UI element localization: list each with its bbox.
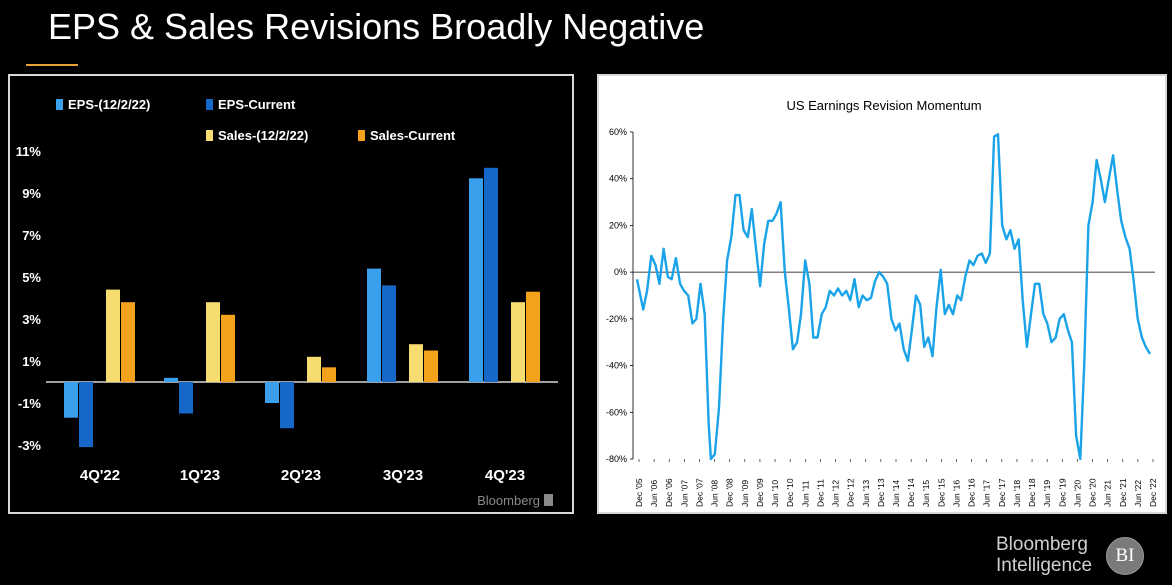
x-tick-label: Dec '05 [634,478,644,507]
x-tick-label: Jun '13 [861,480,871,507]
legend-swatch-3 [358,130,365,141]
bloomberg-watermark: Bloomberg [477,493,540,508]
x-tick-label: Dec '06 [664,478,674,507]
revision-momentum-line [635,133,1152,461]
bar-1-1 [179,382,193,414]
y-tick-label: 11% [16,144,42,159]
legend-swatch-2 [206,130,213,141]
x-tick-label: Jun '16 [951,480,961,507]
plot-background [599,76,1165,512]
y-tick-label: 7% [22,228,41,243]
bar-0-2 [106,289,120,382]
y-tick-label: 60% [609,127,627,137]
x-tick-label: Jun '09 [740,480,750,507]
brand-line2: Intelligence [996,555,1093,576]
y-tick-label: 0% [614,267,627,277]
bar-2-0 [265,382,279,403]
y-tick-label: 3% [22,312,41,327]
legend-swatch-1 [206,99,213,110]
bar-2-3 [322,367,336,382]
y-tick-label: -40% [606,361,627,371]
eps-sales-bar-chart-panel: EPS-(12/2/22) EPS-Current Sales-(12/2/22) S… [8,74,574,514]
legend-label-1: EPS-Current [218,97,296,112]
category-label: 3Q'23 [383,467,423,484]
x-tick-label: Jun '07 [679,480,689,507]
bar-1-2 [206,302,220,382]
x-tick-label: Jun '10 [770,480,780,507]
category-label: 4Q'23 [485,467,525,484]
x-tick-label: Jun '06 [649,480,659,507]
bar-0-3 [121,302,135,382]
x-tick-label: Jun '22 [1133,480,1143,507]
y-tick-label: -80% [606,454,627,464]
x-tick-label: Dec '15 [936,478,946,507]
x-tick-label: Jun '20 [1072,480,1082,507]
chart-title: US Earnings Revision Momentum [786,98,981,113]
x-tick-label: Dec '18 [1027,478,1037,507]
brand-line1: Bloomberg [996,534,1088,555]
bar-3-3 [424,350,438,382]
x-tick-label: Jun '19 [1042,480,1052,507]
y-tick-label: -60% [606,407,627,417]
title-accent-rule [26,64,78,66]
legend-swatch-0 [56,99,63,110]
legend-label-0: EPS-(12/2/22) [68,97,150,112]
x-tick-label: Dec '09 [755,478,765,507]
bar-3-2 [409,344,423,382]
x-tick-label: Jun '15 [921,480,931,507]
bar-0-0 [64,382,78,418]
eps-sales-bar-chart: EPS-(12/2/22) EPS-Current Sales-(12/2/22) S… [16,97,558,508]
x-tick-label: Jun '14 [891,480,901,507]
bar-4-2 [511,302,525,382]
bar-4-0 [469,178,483,382]
x-tick-label: Jun '12 [831,480,841,507]
y-tick-label: 40% [609,174,627,184]
bi-logo-icon: BI [1106,537,1144,575]
page-title: EPS & Sales Revisions Broadly Negative [48,6,705,47]
category-label: 2Q'23 [281,467,321,484]
y-tick-label: 9% [22,186,41,201]
legend-label-3: Sales-Current [370,128,456,143]
brand-wordmark: Bloomberg Intelligence [996,534,1092,576]
bar-0-1 [79,382,93,448]
bar-4-3 [526,291,540,382]
x-tick-label: Jun '11 [800,480,810,507]
x-tick-label: Dec '11 [815,479,825,507]
earnings-revision-line-chart: US Earnings Revision Momentum 60% 40% 20% 0%… [599,76,1165,512]
bar-2-1 [280,382,294,429]
category-label: 1Q'23 [180,467,220,484]
x-tick-label: Dec '16 [967,478,977,507]
y-tick-label: -3% [18,438,42,453]
bar-4-1 [484,167,498,382]
x-tick-label: Dec '21 [1118,478,1128,507]
y-tick-label: 1% [22,354,41,369]
x-tick-label: Dec '07 [694,478,704,507]
bar-1-0 [164,377,178,382]
x-tick-label: Dec '19 [1057,478,1067,507]
y-tick-label: -20% [606,314,627,324]
bar-3-0 [367,268,381,382]
x-tick-label: Jun '08 [710,480,720,507]
y-tick-label: -1% [18,396,42,411]
legend-label-2: Sales-(12/2/22) [218,128,308,143]
x-tick-label: Dec '14 [906,478,916,507]
x-tick-label: Dec '08 [725,478,735,507]
x-tick-label: Jun '17 [982,480,992,507]
x-tick-label: Dec '17 [997,478,1007,507]
category-label: 4Q'22 [80,467,120,484]
x-tick-label: Dec '12 [846,478,856,507]
x-tick-label: Dec '22 [1148,478,1158,507]
bar-2-2 [307,356,321,382]
earnings-revision-line-chart-panel: US Earnings Revision Momentum 60% 40% 20% 0%… [597,74,1167,514]
x-tick-label: Jun '21 [1103,480,1113,507]
x-tick-label: Dec '10 [785,478,795,507]
x-tick-label: Jun '18 [1012,480,1022,507]
x-tick-label: Dec '20 [1088,478,1098,507]
y-tick-label: 5% [22,270,41,285]
x-tick-label: Dec '13 [876,478,886,507]
watermark-mark-icon [544,494,553,506]
bar-1-3 [221,314,235,382]
bar-3-1 [382,285,396,382]
y-tick-label: 20% [609,220,627,230]
